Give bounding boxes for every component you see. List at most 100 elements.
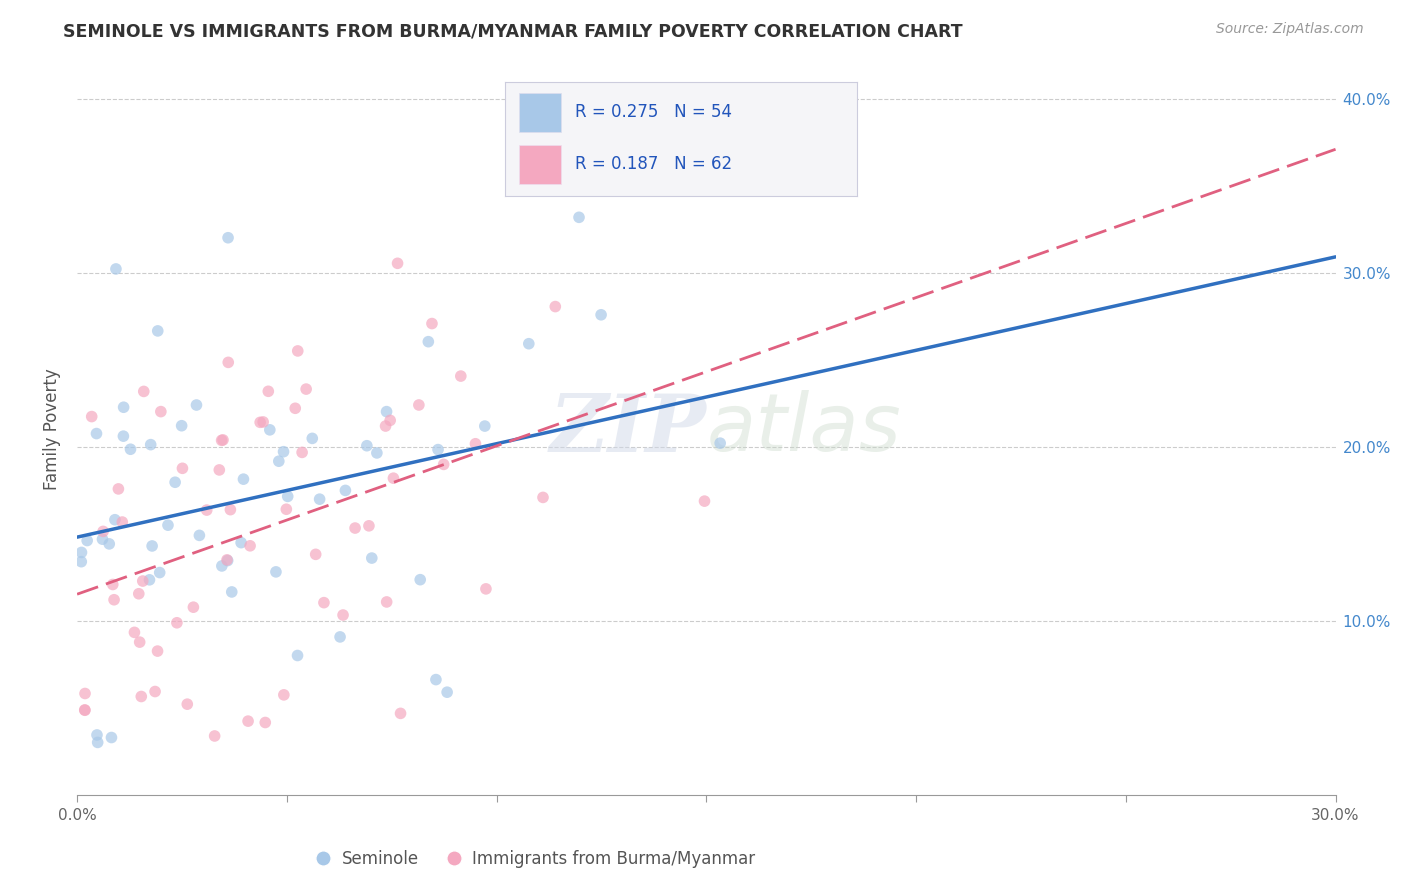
- Point: [366, 446, 388, 460]
- Point: [139, 437, 162, 451]
- Point: [141, 539, 163, 553]
- Point: [287, 648, 309, 663]
- Text: atlas: atlas: [706, 391, 901, 468]
- Legend: Seminole, Immigrants from Burma/Myanmar: Seminole, Immigrants from Burma/Myanmar: [307, 844, 762, 875]
- Point: [382, 471, 405, 485]
- Point: [73, 686, 96, 700]
- Point: [98, 537, 121, 551]
- Point: [357, 518, 380, 533]
- Y-axis label: Family Poverty: Family Poverty: [44, 368, 60, 491]
- Point: [517, 336, 540, 351]
- Point: [568, 211, 591, 225]
- Point: [120, 442, 142, 457]
- Point: [693, 494, 716, 508]
- Point: [217, 355, 239, 369]
- Point: [138, 573, 160, 587]
- Point: [420, 317, 443, 331]
- Text: SEMINOLE VS IMMIGRANTS FROM BURMA/MYANMAR FAMILY POVERTY CORRELATION CHART: SEMINOLE VS IMMIGRANTS FROM BURMA/MYANMA…: [63, 22, 963, 40]
- Point: [360, 551, 382, 566]
- Point: [217, 553, 239, 567]
- Point: [591, 308, 613, 322]
- Point: [264, 565, 287, 579]
- Point: [146, 644, 169, 658]
- Point: [273, 444, 295, 458]
- Point: [211, 434, 233, 448]
- Point: [475, 582, 498, 596]
- Point: [418, 334, 440, 349]
- Point: [374, 419, 396, 434]
- Point: [474, 419, 496, 434]
- Point: [267, 454, 290, 468]
- Point: [344, 521, 367, 535]
- Point: [156, 518, 179, 533]
- Point: [408, 398, 430, 412]
- Point: [252, 415, 274, 429]
- Point: [132, 574, 155, 588]
- Point: [277, 489, 299, 503]
- Point: [166, 615, 188, 630]
- Point: [101, 577, 124, 591]
- Point: [146, 324, 169, 338]
- Point: [128, 587, 150, 601]
- Point: [91, 524, 114, 539]
- Point: [111, 515, 134, 529]
- Point: [212, 433, 235, 447]
- Text: ZIP: ZIP: [550, 391, 706, 468]
- Point: [312, 596, 335, 610]
- Point: [188, 528, 211, 542]
- Point: [112, 401, 135, 415]
- Point: [229, 535, 252, 549]
- Point: [76, 533, 98, 548]
- Point: [86, 728, 108, 742]
- Point: [91, 532, 114, 546]
- Point: [436, 685, 458, 699]
- Point: [249, 415, 271, 429]
- Point: [329, 630, 352, 644]
- Point: [531, 491, 554, 505]
- Point: [86, 426, 108, 441]
- Point: [149, 404, 172, 418]
- Point: [709, 436, 731, 450]
- Point: [433, 458, 456, 472]
- Point: [380, 413, 402, 427]
- Point: [356, 439, 378, 453]
- Point: [80, 409, 103, 424]
- Point: [409, 573, 432, 587]
- Point: [254, 715, 277, 730]
- Point: [211, 558, 233, 573]
- Point: [332, 607, 354, 622]
- Point: [70, 545, 93, 559]
- Point: [284, 401, 307, 416]
- Point: [195, 503, 218, 517]
- Point: [73, 703, 96, 717]
- Point: [217, 231, 239, 245]
- Point: [215, 553, 238, 567]
- Point: [335, 483, 357, 498]
- Point: [259, 423, 281, 437]
- Point: [427, 442, 450, 457]
- Point: [450, 369, 472, 384]
- Point: [425, 673, 447, 687]
- Point: [100, 731, 122, 745]
- Point: [287, 343, 309, 358]
- Text: Source: ZipAtlas.com: Source: ZipAtlas.com: [1216, 22, 1364, 37]
- Point: [257, 384, 280, 399]
- Point: [170, 418, 193, 433]
- Point: [103, 592, 125, 607]
- Point: [291, 445, 314, 459]
- Point: [183, 600, 205, 615]
- Point: [219, 502, 242, 516]
- Point: [149, 566, 172, 580]
- Point: [132, 384, 155, 399]
- Point: [176, 697, 198, 711]
- Point: [232, 472, 254, 486]
- Point: [186, 398, 208, 412]
- Point: [308, 492, 330, 507]
- Point: [143, 684, 166, 698]
- Point: [544, 300, 567, 314]
- Point: [208, 463, 231, 477]
- Point: [273, 688, 295, 702]
- Point: [86, 735, 108, 749]
- Point: [73, 703, 96, 717]
- Point: [165, 475, 187, 490]
